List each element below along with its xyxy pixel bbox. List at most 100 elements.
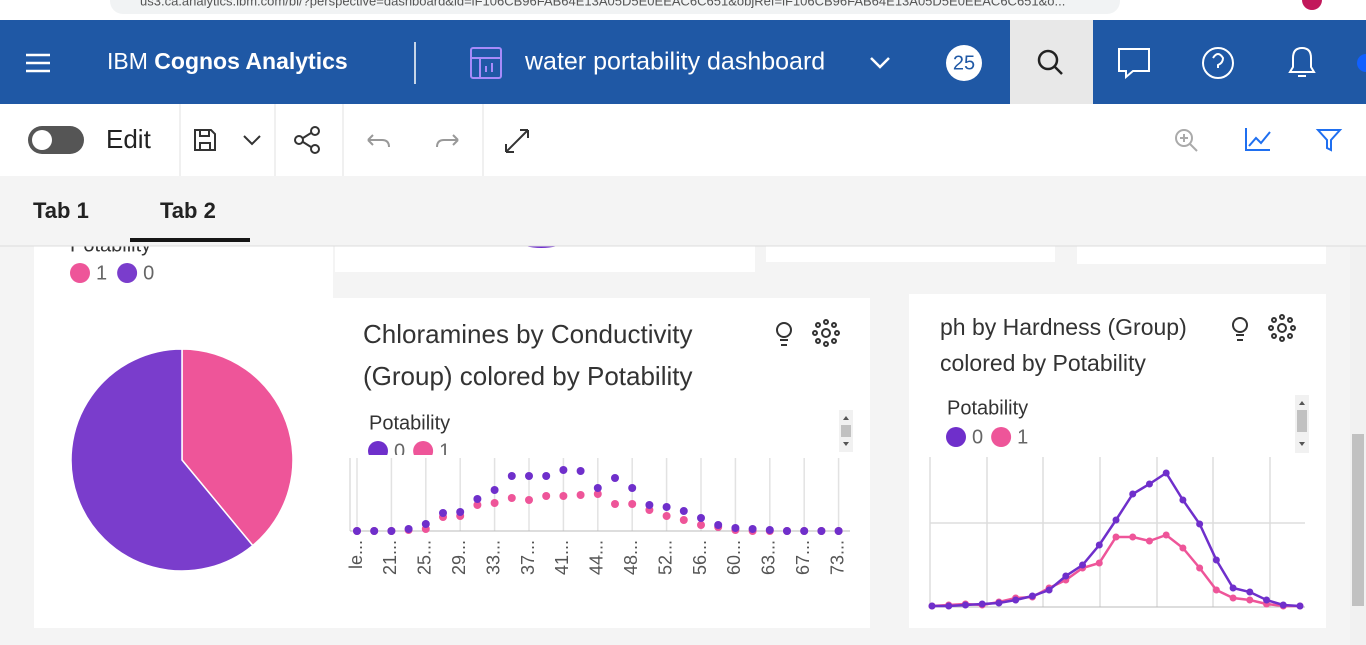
point: [1045, 586, 1053, 594]
point: [1012, 596, 1020, 604]
explore-button[interactable]: [812, 319, 840, 347]
point: [1212, 556, 1220, 564]
save-menu[interactable]: [243, 135, 261, 146]
edit-label: Edit: [106, 124, 152, 154]
dot: [765, 526, 774, 534]
point: [1095, 541, 1103, 549]
point: [1179, 544, 1187, 552]
legend-label: 0: [972, 426, 983, 448]
pie-slice: [181, 348, 294, 547]
point: [1145, 537, 1153, 545]
filter-button[interactable]: [1315, 129, 1343, 152]
x-tick-label: 29...: [449, 540, 469, 575]
legend-marker: [368, 441, 388, 455]
point: [1162, 469, 1170, 477]
dot: [628, 500, 637, 508]
dot-plot: le... 21... 25... 29... 33... 37... 41... 44...…: [346, 458, 850, 575]
search-button[interactable]: [1010, 20, 1093, 104]
x-tick-label: 21...: [380, 540, 400, 575]
legend-scroll-thumb[interactable]: [1297, 410, 1307, 432]
x-tick-label: 44...: [587, 540, 607, 575]
x-tick-label: 73...: [827, 540, 847, 575]
trend-button[interactable]: [1245, 128, 1271, 151]
help-button[interactable]: [1202, 47, 1234, 79]
dot: [834, 527, 843, 535]
dot: [593, 484, 602, 492]
point: [1296, 602, 1304, 610]
point: [1196, 564, 1204, 572]
active-tab-indicator: [130, 238, 250, 242]
dot: [593, 490, 602, 498]
scrollbar-thumb[interactable]: [1352, 434, 1364, 606]
dot: [370, 527, 379, 535]
point: [1212, 586, 1220, 594]
fullscreen-button[interactable]: [505, 129, 529, 153]
zoom-button[interactable]: [1175, 129, 1198, 152]
toolbar-dividers: [179, 104, 484, 176]
explore-button[interactable]: [1268, 314, 1296, 342]
point: [1129, 490, 1137, 498]
tab[interactable]: Tab 1: [33, 198, 89, 223]
dashboard-menu[interactable]: [870, 57, 890, 69]
dot: [611, 500, 619, 508]
share-button[interactable]: [294, 126, 320, 154]
legend-scroll-thumb[interactable]: [841, 425, 851, 437]
dot: [490, 499, 499, 507]
point: [1079, 561, 1087, 569]
product: Cognos Analytics: [154, 48, 347, 74]
menu-button[interactable]: [26, 53, 50, 73]
dot: [387, 527, 396, 535]
point: [1129, 533, 1137, 541]
dot: [611, 474, 619, 482]
dot: [679, 507, 688, 515]
legend-scroll[interactable]: [839, 410, 853, 452]
address-bar[interactable]: [110, 0, 1120, 14]
dot: [473, 495, 482, 503]
product-name: IBM Cognos Analytics: [107, 48, 348, 74]
badge[interactable]: [946, 45, 982, 81]
chat-button[interactable]: [1118, 48, 1150, 80]
dashboard-name[interactable]: water portability dashboard: [524, 48, 825, 76]
legend: Potability 0 1: [946, 397, 1028, 448]
legend-scroll[interactable]: [1295, 395, 1309, 453]
point: [1112, 516, 1120, 524]
dot: [542, 492, 551, 500]
notifications-button[interactable]: [1288, 46, 1316, 77]
x-tick-label: 33...: [483, 540, 503, 575]
x-tick-label: 52...: [655, 540, 675, 575]
badge-count: 25: [953, 52, 975, 74]
dot: [817, 527, 826, 535]
dot: [731, 524, 740, 532]
x-tick-label: 60...: [724, 540, 744, 575]
profile-avatar[interactable]: [1302, 0, 1322, 10]
save-button[interactable]: [194, 129, 216, 151]
chart-title: ph by Hardness (Group) colored by Potabi…: [940, 314, 1187, 376]
point: [1162, 531, 1170, 539]
undo-button[interactable]: [367, 134, 390, 148]
pie-slice: [70, 348, 254, 572]
line-plot: [928, 457, 1305, 610]
insights-button[interactable]: [776, 322, 792, 346]
card-icons: [776, 314, 1296, 347]
dot: [559, 492, 568, 500]
legend: Potability 0 1: [368, 412, 450, 455]
point: [1229, 594, 1237, 602]
point: [1179, 496, 1187, 504]
dot: [628, 484, 637, 492]
insights-button[interactable]: [1232, 317, 1248, 341]
point: [1112, 533, 1120, 541]
dot: [353, 527, 361, 535]
header-icons: [1118, 46, 1316, 80]
dot: [697, 514, 705, 522]
legend-label: 1: [96, 262, 107, 284]
dot: [714, 521, 723, 529]
dot: [662, 503, 671, 511]
dashboard-icon: [470, 47, 502, 79]
point: [995, 599, 1003, 607]
redo-button[interactable]: [436, 134, 459, 148]
legend-title: Potability: [947, 397, 1028, 419]
tab[interactable]: Tab 2: [160, 198, 216, 223]
